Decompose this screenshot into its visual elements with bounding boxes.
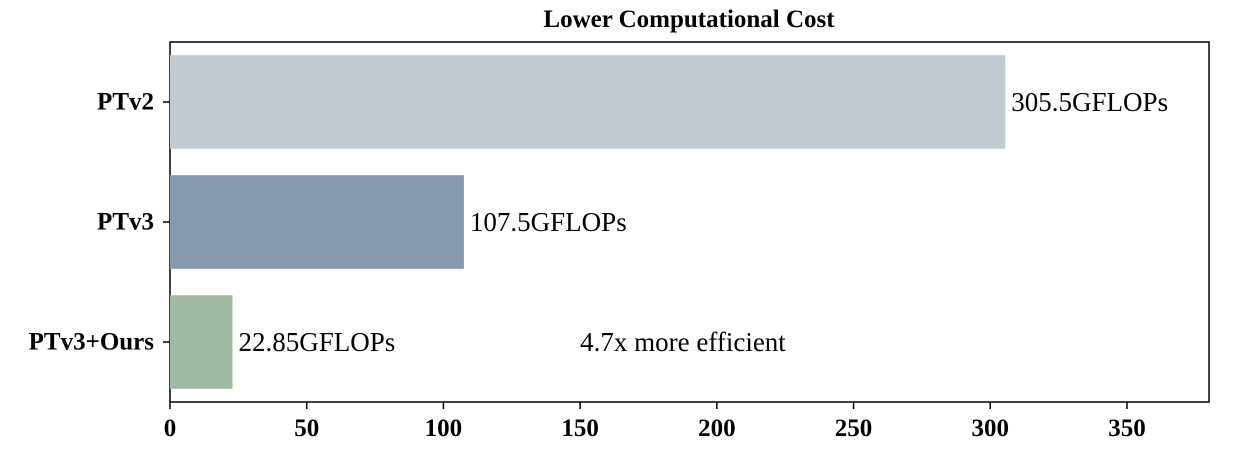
data-label-ptv3: 107.5GFLOPs: [470, 207, 627, 237]
x-axis: 0 50 100 150 200 250 300 350: [164, 402, 1146, 442]
y-axis: PTv2 PTv3 PTv3+Ours: [29, 89, 170, 356]
x-tick-label: 150: [561, 415, 599, 442]
x-tick-label: 300: [972, 415, 1010, 442]
x-tick-label: 200: [698, 415, 736, 442]
data-label-ptv2: 305.5GFLOPs: [1011, 87, 1168, 117]
y-tick-label-ptv3: PTv3: [97, 209, 154, 236]
x-tick-label: 100: [425, 415, 463, 442]
bar-ptv3-ours: [170, 295, 233, 389]
x-tick-label: 250: [835, 415, 873, 442]
annotation-efficiency: 4.7x more efficient: [580, 327, 786, 357]
bars-group: [170, 55, 1006, 389]
y-tick-label-ptv3-ours: PTv3+Ours: [29, 329, 155, 356]
x-tick-label: 350: [1108, 415, 1146, 442]
x-tick-label: 50: [294, 415, 319, 442]
data-label-ptv3-ours: 22.85GFLOPs: [238, 327, 395, 357]
x-tick-label: 0: [164, 415, 177, 442]
y-tick-label-ptv2: PTv2: [97, 89, 154, 116]
data-labels-group: 305.5GFLOPs 107.5GFLOPs 22.85GFLOPs: [238, 87, 1168, 357]
bar-ptv2: [170, 55, 1006, 149]
chart-title: Lower Computational Cost: [543, 6, 835, 33]
bar-ptv3: [170, 175, 464, 269]
